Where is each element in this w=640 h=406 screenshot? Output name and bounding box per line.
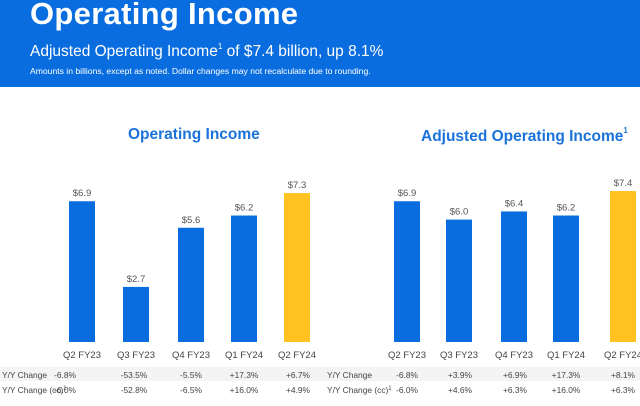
row-value: +16.0% bbox=[552, 385, 581, 395]
bar-value-label: $6.9 bbox=[73, 188, 92, 199]
row-value: +16.0% bbox=[230, 385, 259, 395]
row-value: +17.3% bbox=[552, 370, 581, 380]
chart-title-footnote-mark: 1 bbox=[623, 126, 628, 135]
footnote-mark: 1 bbox=[388, 386, 392, 392]
row-value: +4.6% bbox=[448, 385, 473, 395]
bar-q4-fy23 bbox=[501, 211, 527, 342]
bar-value-label: $6.2 bbox=[557, 203, 576, 214]
category-label: Q2 FY24 bbox=[278, 350, 316, 361]
row-value: -6.8% bbox=[54, 370, 76, 380]
category-label: Q3 FY23 bbox=[117, 350, 155, 361]
row-label-yy-change-cc: Y/Y Change (cc)1 bbox=[327, 385, 392, 395]
category-label: Q4 FY23 bbox=[172, 350, 210, 361]
subtitle-lead: Adjusted Operating Income bbox=[30, 43, 218, 60]
category-label: Q4 FY23 bbox=[495, 350, 533, 361]
category-label: Q2 FY24 bbox=[604, 350, 640, 361]
chart-title-operating-income: Operating Income bbox=[128, 126, 260, 144]
bar-q1-fy24 bbox=[553, 215, 579, 342]
row-value: +3.9% bbox=[448, 370, 473, 380]
chart-title-text: Operating Income bbox=[128, 126, 260, 143]
category-label: Q3 FY23 bbox=[440, 350, 478, 361]
table-row-band bbox=[0, 367, 640, 381]
bar-q4-fy23 bbox=[178, 227, 204, 342]
amounts-note: Amounts in billions, except as noted. Do… bbox=[30, 66, 371, 76]
row-label-yy-change: Y/Y Change bbox=[2, 370, 47, 380]
category-label: Q1 FY24 bbox=[225, 350, 263, 361]
bar-value-label: $2.7 bbox=[127, 274, 146, 285]
bar-value-label: $6.2 bbox=[235, 203, 254, 214]
category-label: Q1 FY24 bbox=[547, 350, 585, 361]
bar-q2-fy23 bbox=[69, 201, 95, 342]
row-value: +4.9% bbox=[286, 385, 311, 395]
footnote-mark: 1 bbox=[63, 386, 67, 392]
bar-q2-fy24 bbox=[610, 191, 636, 342]
row-value: -6.5% bbox=[180, 385, 202, 395]
row-value: -5.5% bbox=[180, 370, 202, 380]
chart-title-text: Adjusted Operating Income bbox=[421, 128, 624, 145]
row-value: +17.3% bbox=[230, 370, 259, 380]
category-label: Q2 FY23 bbox=[63, 350, 101, 361]
row-value: +6.3% bbox=[611, 385, 636, 395]
subtitle: Adjusted Operating Income1 of $7.4 billi… bbox=[30, 42, 383, 61]
bar-q2-fy24 bbox=[284, 193, 310, 342]
row-value: -52.8% bbox=[121, 385, 148, 395]
bar-value-label: $5.6 bbox=[182, 215, 201, 226]
row-value: +6.3% bbox=[503, 385, 528, 395]
chart-title-adjusted-operating-income: Adjusted Operating Income1 bbox=[421, 126, 628, 146]
row-value: +6.7% bbox=[286, 370, 311, 380]
row-value: -6.0% bbox=[396, 385, 418, 395]
row-label-yy-change: Y/Y Change bbox=[327, 370, 372, 380]
row-label-yy-change-cc: Y/Y Change (cc)1 bbox=[2, 385, 67, 395]
bar-q3-fy23 bbox=[446, 219, 472, 342]
row-value: -6.0% bbox=[54, 385, 76, 395]
bar-value-label: $7.4 bbox=[614, 178, 633, 189]
row-value: -6.8% bbox=[396, 370, 418, 380]
bar-value-label: $6.9 bbox=[398, 188, 417, 199]
bar-value-label: $7.3 bbox=[288, 180, 307, 191]
row-value: +8.1% bbox=[611, 370, 636, 380]
category-label: Q2 FY23 bbox=[388, 350, 426, 361]
subtitle-tail: of $7.4 billion, up 8.1% bbox=[222, 43, 384, 60]
page-title: Operating Income bbox=[30, 0, 299, 31]
row-value: +6.9% bbox=[503, 370, 528, 380]
bar-q3-fy23 bbox=[123, 286, 149, 342]
bar-value-label: $6.4 bbox=[505, 198, 524, 209]
bar-value-label: $6.0 bbox=[450, 207, 469, 218]
bar-q2-fy23 bbox=[394, 201, 420, 342]
bar-q1-fy24 bbox=[231, 215, 257, 342]
row-value: -53.5% bbox=[121, 370, 148, 380]
subtitle-footnote-mark: 1 bbox=[217, 42, 223, 51]
header-banner: Operating Income Adjusted Operating Inco… bbox=[0, 0, 640, 87]
